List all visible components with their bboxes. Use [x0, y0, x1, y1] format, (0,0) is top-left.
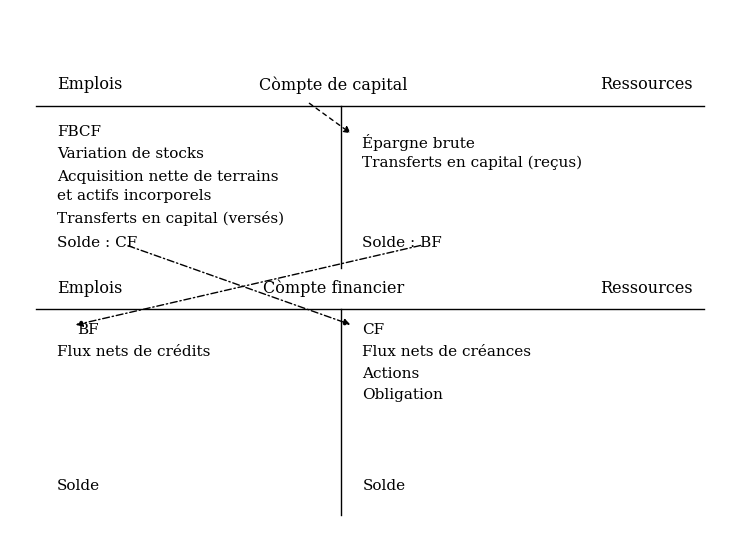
Text: Còmpte de capital: Còmpte de capital	[259, 76, 408, 94]
Text: Épargne brute: Épargne brute	[362, 134, 475, 151]
Text: Transferts en capital (versés): Transferts en capital (versés)	[57, 211, 284, 226]
Text: Acquisition nette de terrains: Acquisition nette de terrains	[57, 170, 279, 184]
Text: Flux nets de crédits: Flux nets de crédits	[57, 346, 211, 359]
Text: CF: CF	[362, 323, 384, 337]
Text: Ressources: Ressources	[600, 280, 692, 297]
Text: Transferts en capital (reçus): Transferts en capital (reçus)	[362, 156, 583, 170]
Text: et actifs incorporels: et actifs incorporels	[57, 189, 212, 203]
Text: Obligation: Obligation	[362, 389, 444, 402]
Text: Ressources: Ressources	[600, 77, 692, 93]
Text: Solde : BF: Solde : BF	[362, 236, 442, 250]
Text: Solde : CF: Solde : CF	[57, 236, 138, 250]
Text: FBCF: FBCF	[57, 125, 101, 139]
Text: Actions: Actions	[362, 367, 419, 381]
Text: Emplois: Emplois	[57, 280, 122, 297]
Text: Flux nets de créances: Flux nets de créances	[362, 346, 531, 359]
Text: Còmpte financier: Còmpte financier	[263, 280, 404, 297]
Text: BF: BF	[78, 323, 99, 337]
Text: Emplois: Emplois	[57, 77, 122, 93]
Text: Variation de stocks: Variation de stocks	[57, 147, 204, 161]
Text: Solde: Solde	[362, 479, 406, 493]
Text: Solde: Solde	[57, 479, 100, 493]
